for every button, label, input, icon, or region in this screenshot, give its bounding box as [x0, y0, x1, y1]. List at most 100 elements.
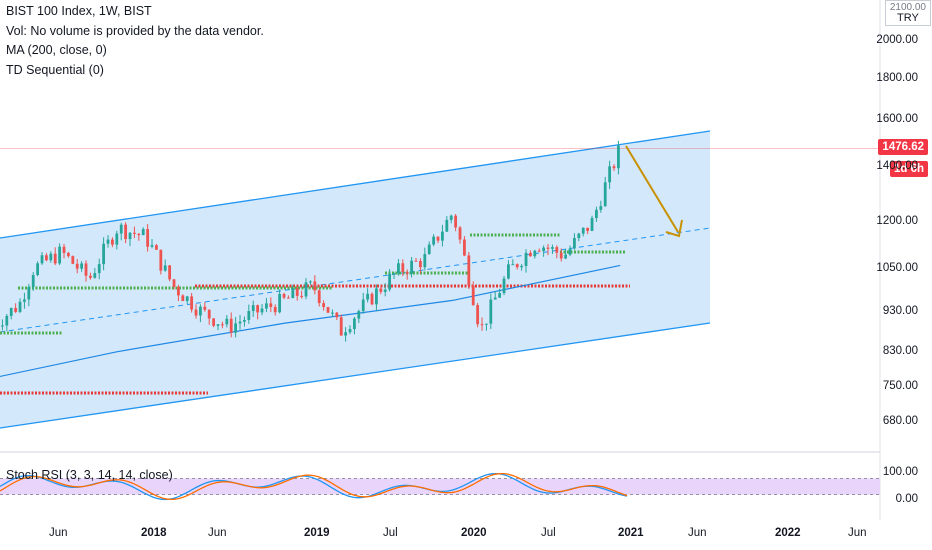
candle-body: [612, 166, 616, 169]
candle-body: [168, 265, 172, 280]
candle-body: [595, 209, 598, 218]
candle-body: [304, 282, 308, 297]
candle-body: [75, 263, 79, 269]
candle-body: [194, 309, 198, 316]
candle-body: [498, 293, 502, 298]
candle-body: [238, 321, 242, 324]
time-axis-tick: 2018: [141, 527, 167, 539]
candle-body: [89, 275, 92, 278]
candle-body: [397, 263, 400, 274]
price-axis-tick: 1200.00: [876, 214, 918, 227]
candle-body: [295, 288, 299, 296]
ma-legend[interactable]: MA (200, close, 0): [6, 43, 107, 57]
candle-body: [357, 311, 361, 319]
projection-arrow-head: [665, 219, 683, 238]
candle-body: [27, 287, 31, 300]
price-pane[interactable]: [0, 0, 881, 520]
candle-body: [392, 273, 396, 275]
candle-body: [401, 263, 405, 273]
channel-lower-line: [0, 322, 711, 429]
candle-body: [137, 233, 141, 236]
candle-body: [5, 315, 9, 326]
candle-body: [383, 289, 387, 292]
candle-body: [405, 272, 409, 274]
candle-body: [58, 246, 62, 264]
candle-body: [507, 264, 510, 279]
candle-body: [260, 308, 264, 313]
price-axis-tick: 1400.00: [876, 160, 918, 173]
candle-body: [23, 299, 26, 302]
candle-body: [436, 236, 440, 241]
currency-code: TRY: [897, 12, 919, 24]
price-axis-tick: 1050.00: [876, 261, 918, 274]
candle-body: [119, 224, 123, 234]
candle-body: [203, 306, 207, 310]
candle-body: [36, 263, 40, 276]
candle-body: [313, 281, 317, 291]
candle-body: [273, 306, 277, 313]
time-axis-tick: 2021: [618, 527, 644, 539]
candle-body: [599, 206, 603, 210]
candle-body: [577, 233, 581, 239]
price-axis-tick: 2000.00: [876, 34, 918, 47]
candle-body: [344, 332, 348, 336]
volume-legend[interactable]: Vol: No volume is provided by the data v…: [6, 23, 264, 38]
candle-body: [471, 285, 475, 306]
candle-body: [581, 227, 585, 234]
candle-body: [18, 301, 22, 312]
candle-body: [317, 290, 321, 304]
candle-body: [287, 297, 290, 299]
time-axis-tick: 2020: [461, 527, 487, 539]
candle-body: [225, 318, 229, 325]
candle-body: [458, 227, 462, 240]
candle-body: [335, 312, 339, 318]
channel-fill: [0, 131, 710, 428]
candle-body: [247, 311, 251, 320]
bar-countdown: 1d 6h: [889, 161, 928, 177]
candle-body: [265, 303, 268, 309]
ma-200-line: [0, 264, 621, 378]
stoch-rsi-legend[interactable]: Stoch RSI (3, 3, 14, 14, close): [6, 468, 173, 482]
candle-body: [141, 229, 145, 236]
candle-body: [520, 265, 524, 268]
stoch-rsi-pane[interactable]: [0, 472, 880, 501]
candle-body: [62, 246, 66, 253]
stoch-d-line: [0, 472, 628, 501]
candle-body: [603, 182, 607, 207]
candle-body: [617, 145, 620, 169]
candle-body: [573, 238, 576, 249]
time-axis-tick: 2022: [775, 527, 801, 539]
candle-body: [388, 274, 392, 290]
currency-label[interactable]: 2100.00 TRY: [884, 0, 931, 26]
symbol-title[interactable]: BIST 100 Index, 1W, BIST: [6, 4, 152, 18]
candle-body: [309, 281, 312, 283]
candle-body: [115, 233, 119, 245]
time-axis-tick: Jul: [383, 527, 398, 539]
time-axis-tick: Jun: [848, 527, 867, 539]
candle-body: [216, 324, 220, 326]
candle-body: [559, 252, 563, 259]
candle-body: [441, 231, 444, 241]
candle-body: [370, 293, 374, 305]
candle-body: [542, 247, 546, 252]
candle-body: [423, 254, 427, 268]
candle-body: [97, 264, 101, 274]
candle-body: [410, 260, 414, 274]
candle-body: [84, 263, 88, 276]
price-axis-tick: 1800.00: [876, 71, 918, 84]
candle-body: [207, 309, 211, 319]
candle-body: [361, 299, 365, 312]
candle-body: [229, 318, 233, 333]
candle-body: [326, 307, 330, 313]
candle-body: [133, 232, 136, 234]
price-axis-tick: 830.00: [882, 344, 918, 357]
candle-body: [445, 219, 449, 232]
td-legend[interactable]: TD Sequential (0): [6, 62, 104, 77]
price-axis-tick: 680.00: [882, 415, 918, 427]
price-axis-tick: 1600.00: [876, 113, 918, 126]
candle-body: [67, 252, 70, 257]
price-axis-tick: 930.00: [882, 304, 918, 317]
candle-body: [533, 250, 537, 257]
candle-body: [449, 215, 453, 220]
